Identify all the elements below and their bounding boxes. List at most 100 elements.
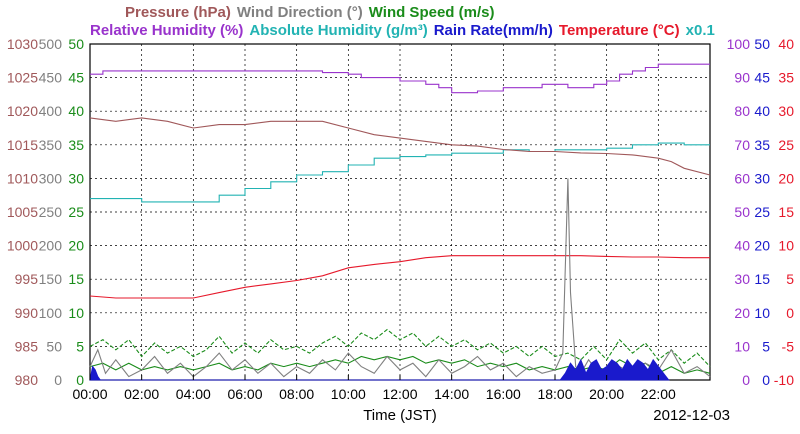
- tick-label-pressure: 995: [15, 271, 39, 287]
- tick-label-temperature: 30: [778, 103, 794, 119]
- tick-label-wind-speed: 20: [68, 238, 84, 254]
- series-wind-speed: [89, 328, 711, 367]
- x-tick-label: 04:00: [176, 386, 211, 402]
- tick-label-wind-direction: 300: [39, 170, 63, 186]
- grid-lines: [90, 44, 710, 380]
- tick-label-rain-rate: 10: [754, 305, 770, 321]
- tick-label-relative-humidity: 80: [734, 103, 750, 119]
- x-tick-label: 22:00: [641, 386, 676, 402]
- tick-label-pressure: 1000: [7, 238, 38, 254]
- series-relative-humidity: [90, 63, 710, 94]
- tick-label-pressure: 990: [15, 305, 39, 321]
- tick-label-wind-speed: 15: [68, 271, 84, 287]
- tick-label-wind-speed: 30: [68, 170, 84, 186]
- tick-label-temperature: -5: [782, 338, 795, 354]
- tick-label-wind-speed: 0: [76, 372, 84, 388]
- tick-label-pressure: 1030: [7, 36, 38, 52]
- series-temperature: [89, 255, 710, 299]
- header-line-1: Pressure (hPa) Wind Direction (°) Wind Spe…: [125, 4, 494, 21]
- x-tick-label: 00:00: [72, 386, 107, 402]
- tick-label-wind-speed: 40: [68, 103, 84, 119]
- tick-label-rain-rate: 45: [754, 70, 770, 86]
- series-rain-rate: [89, 358, 670, 381]
- series-wind-direction: [89, 178, 711, 378]
- tick-label-relative-humidity: 100: [727, 36, 751, 52]
- tick-label-wind-direction: 100: [39, 305, 63, 321]
- tick-label-temperature: -10: [774, 372, 794, 388]
- tick-label-relative-humidity: 50: [734, 204, 750, 220]
- tick-label-relative-humidity: 30: [734, 271, 750, 287]
- tick-label-wind-speed: 35: [68, 137, 84, 153]
- x-axis-label: Time (JST): [363, 407, 437, 424]
- tick-label-wind-speed: 10: [68, 305, 84, 321]
- tick-label-temperature: 15: [778, 204, 794, 220]
- tick-label-wind-speed: 50: [68, 36, 84, 52]
- x-tick-label: 10:00: [331, 386, 366, 402]
- tick-label-rain-rate: 50: [754, 36, 770, 52]
- tick-label-temperature: 5: [786, 271, 794, 287]
- tick-label-rain-rate: 25: [754, 204, 770, 220]
- header-item: Relative Humidity (%): [90, 22, 243, 39]
- header-item: Rain Rate(mm/h): [434, 22, 553, 39]
- tick-label-relative-humidity: 60: [734, 170, 750, 186]
- x-tick-label: 02:00: [124, 386, 159, 402]
- tick-label-relative-humidity: 90: [734, 70, 750, 86]
- header-item: Temperature (°C): [559, 22, 680, 39]
- tick-label-wind-speed: 5: [76, 338, 84, 354]
- tick-label-wind-direction: 350: [39, 137, 63, 153]
- x-tick-label: 16:00: [486, 386, 521, 402]
- tick-label-relative-humidity: 40: [734, 238, 750, 254]
- tick-label-pressure: 1005: [7, 204, 38, 220]
- tick-label-temperature: 10: [778, 238, 794, 254]
- tick-label-rain-rate: 0: [762, 372, 770, 388]
- tick-label-rain-rate: 35: [754, 137, 770, 153]
- tick-label-temperature: 25: [778, 137, 794, 153]
- tick-label-wind-direction: 400: [39, 103, 63, 119]
- tick-label-rain-rate: 5: [762, 338, 770, 354]
- header-item: Pressure (hPa): [125, 4, 231, 21]
- tick-label-wind-direction: 150: [39, 271, 63, 287]
- tick-label-wind-direction: 500: [39, 36, 63, 52]
- x-tick-label: 18:00: [537, 386, 572, 402]
- tick-label-wind-direction: 50: [46, 338, 62, 354]
- x-axis: 00:00 02:00 04:00 06:00 08:00 10:00 12:00 14:00…: [72, 375, 676, 402]
- tick-label-pressure: 1010: [7, 170, 38, 186]
- date-label: 2012-12-03: [653, 407, 730, 424]
- right-axes: 0102030405060708090100051015202530354045…: [727, 36, 795, 388]
- tick-label-wind-direction: 0: [54, 372, 62, 388]
- x-tick-label: 20:00: [589, 386, 624, 402]
- tick-label-pressure: 985: [15, 338, 39, 354]
- tick-label-rain-rate: 20: [754, 238, 770, 254]
- tick-label-pressure: 1015: [7, 137, 38, 153]
- tick-label-rain-rate: 15: [754, 271, 770, 287]
- left-axes: 9809859909951000100510101015102010251030…: [7, 36, 84, 388]
- tick-label-temperature: 40: [778, 36, 794, 52]
- x-tick-label: 06:00: [227, 386, 262, 402]
- x-tick-label: 12:00: [382, 386, 417, 402]
- tick-label-wind-direction: 200: [39, 238, 63, 254]
- header-line-2: Relative Humidity (%) Absolute Humidity (…: [90, 22, 715, 39]
- tick-label-pressure: 1025: [7, 70, 38, 86]
- tick-label-wind-speed: 25: [68, 204, 84, 220]
- tick-label-wind-direction: 250: [39, 204, 63, 220]
- tick-label-rain-rate: 30: [754, 170, 770, 186]
- header-item: Wind Direction (°): [237, 4, 363, 21]
- x-tick-label: 08:00: [279, 386, 314, 402]
- tick-label-pressure: 980: [15, 372, 39, 388]
- tick-label-wind-speed: 45: [68, 70, 84, 86]
- tick-label-relative-humidity: 20: [734, 305, 750, 321]
- tick-label-relative-humidity: 10: [734, 338, 750, 354]
- header-item: x0.1: [686, 22, 715, 39]
- tick-label-relative-humidity: 70: [734, 137, 750, 153]
- tick-label-pressure: 1020: [7, 103, 38, 119]
- series-pressure: [89, 117, 711, 176]
- header: Pressure (hPa) Wind Direction (°) Wind Spe…: [90, 4, 715, 39]
- tick-label-temperature: 0: [786, 305, 794, 321]
- tick-label-rain-rate: 40: [754, 103, 770, 119]
- tick-label-temperature: 35: [778, 70, 794, 86]
- series-layer: [89, 63, 711, 381]
- x-tick-label: 14:00: [434, 386, 469, 402]
- tick-label-wind-direction: 450: [39, 70, 63, 86]
- tick-label-temperature: 20: [778, 170, 794, 186]
